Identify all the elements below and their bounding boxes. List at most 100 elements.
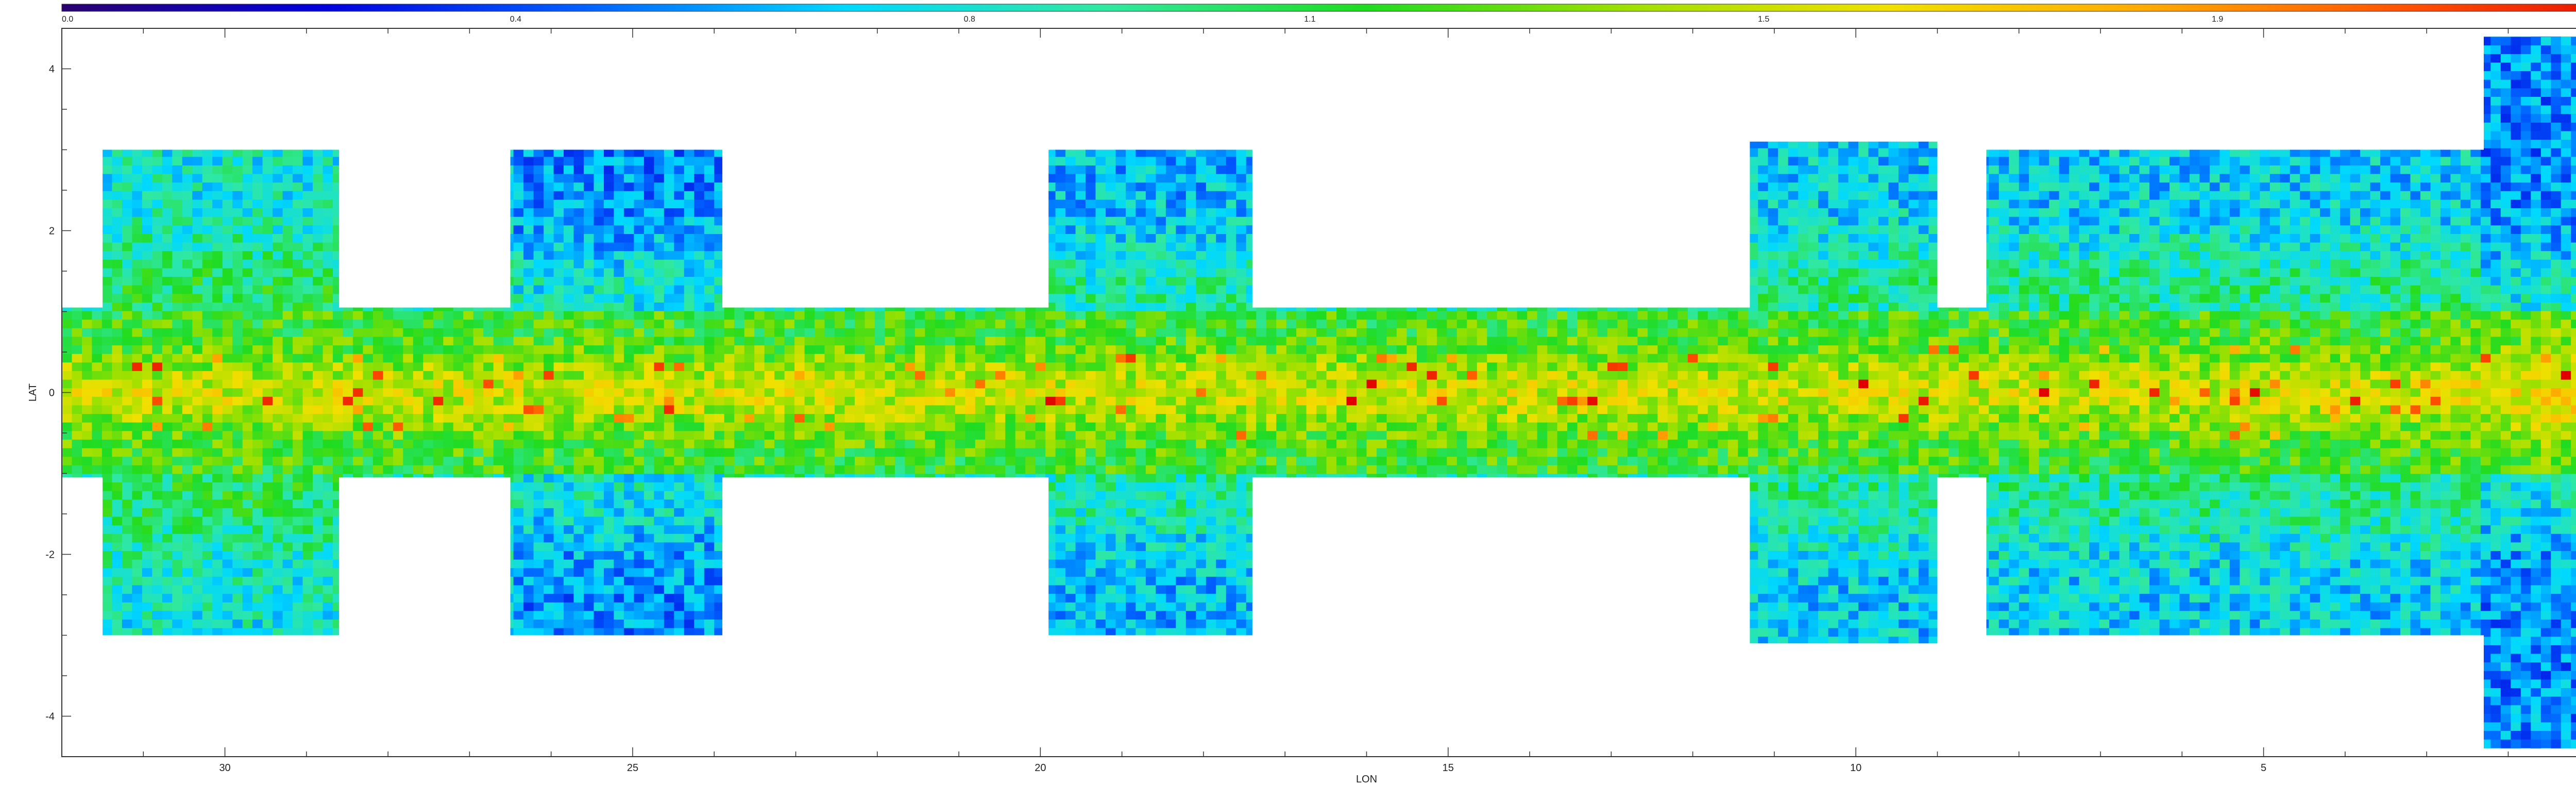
heatmap-cell (2360, 157, 2371, 166)
heatmap-cell (2229, 122, 2240, 132)
heatmap-cell (925, 88, 936, 97)
heatmap-cell (1306, 45, 1317, 55)
heatmap-cell (1989, 140, 1999, 149)
heatmap-cell (413, 37, 423, 46)
heatmap-cell (2109, 165, 2120, 175)
heatmap-cell (433, 37, 444, 46)
heatmap-cell (1878, 62, 1889, 72)
heatmap-cell (1386, 37, 1397, 46)
heatmap-cell (1396, 165, 1407, 175)
heatmap-cell (1377, 62, 1387, 72)
heatmap-cell (1878, 182, 1889, 192)
heatmap-cell (1677, 36, 1688, 38)
heatmap-cell (1497, 62, 1507, 72)
heatmap-cell (824, 79, 835, 89)
heatmap-cell (925, 37, 936, 46)
heatmap-cell (232, 36, 243, 38)
heatmap-cell (2049, 148, 2060, 157)
heatmap-cell (1657, 79, 1668, 89)
heatmap-cell (1908, 45, 1919, 55)
heatmap-cell (804, 122, 815, 132)
heatmap-cell (112, 97, 123, 106)
heatmap-cell (2380, 105, 2391, 114)
heatmap-cell (2249, 157, 2260, 166)
heatmap-cell (293, 182, 303, 192)
heatmap-cell (1858, 131, 1869, 140)
heatmap-cell (92, 79, 103, 89)
heatmap-cell (2551, 114, 2562, 123)
heatmap-cell (573, 157, 584, 166)
heatmap-cell (2159, 165, 2170, 175)
heatmap-cell (1226, 165, 1236, 175)
heatmap-cell (2410, 62, 2421, 72)
heatmap-cell (1677, 122, 1688, 132)
heatmap-cell (483, 122, 494, 132)
heatmap-cell (1095, 157, 1106, 166)
heatmap-cell (1456, 148, 1467, 157)
heatmap-cell (1948, 105, 1959, 114)
heatmap-cell (2561, 140, 2571, 149)
heatmap-cell (2249, 114, 2260, 123)
heatmap-cell (564, 45, 574, 55)
heatmap-cell (2009, 148, 2020, 157)
heatmap-cell (1436, 79, 1447, 89)
heatmap-cell (2430, 165, 2441, 175)
heatmap-cell (1357, 114, 1367, 123)
heatmap-cell (2280, 37, 2291, 46)
heatmap-cell (1908, 148, 1919, 157)
heatmap-cell (1216, 174, 1227, 183)
heatmap-cell (1547, 165, 1558, 175)
heatmap-cell (463, 54, 474, 63)
heatmap-cell (1497, 148, 1507, 157)
heatmap-cell (1095, 114, 1106, 123)
heatmap-cell (2500, 54, 2511, 63)
heatmap-cell (2531, 45, 2541, 55)
heatmap-cell (1878, 45, 1889, 55)
heatmap-cell (2280, 105, 2291, 114)
heatmap-cell (2450, 105, 2461, 114)
heatmap-cell (2059, 148, 2070, 157)
heatmap-cell (1958, 71, 1969, 80)
heatmap-cell (2500, 97, 2511, 106)
heatmap-cell (1628, 45, 1638, 55)
heatmap-cell (1687, 71, 1698, 80)
heatmap-cell (1357, 79, 1367, 89)
heatmap-cell (383, 79, 394, 89)
heatmap-cell (985, 97, 996, 106)
heatmap-cell (1557, 54, 1568, 63)
heatmap-cell (1888, 122, 1899, 132)
heatmap-cell (1527, 165, 1538, 175)
heatmap-cell (503, 148, 514, 157)
heatmap-cell (1487, 62, 1498, 72)
heatmap-cell (824, 148, 835, 157)
heatmap-cell (1748, 165, 1758, 175)
heatmap-cell (965, 165, 976, 175)
heatmap-cell (1577, 182, 1588, 192)
heatmap-cell (2490, 114, 2501, 123)
colorbar-tick-labels: 0.00.40.81.11.51.92.3 (62, 15, 2223, 24)
heatmap-cell (423, 191, 434, 200)
heatmap-cell (2249, 79, 2260, 89)
heatmap-cell (2179, 36, 2190, 38)
heatmap-cell (352, 36, 363, 38)
heatmap-cell (2420, 45, 2431, 55)
heatmap-cell (965, 71, 976, 80)
heatmap-cell (1095, 54, 1106, 63)
heatmap-cell (704, 131, 715, 140)
heatmap-cell (1176, 182, 1187, 192)
heatmap-cell (101, 114, 112, 123)
heatmap-cell (684, 140, 694, 149)
heatmap-cell (2290, 36, 2300, 38)
heatmap-cell (372, 157, 383, 166)
heatmap-cell (1236, 165, 1247, 175)
heatmap-cell (2571, 122, 2576, 132)
heatmap-cell (252, 36, 263, 38)
heatmap-cell (1768, 37, 1778, 46)
heatmap-cell (1377, 71, 1387, 80)
heatmap-cell (2350, 36, 2361, 38)
heatmap-cell (2400, 148, 2411, 157)
heatmap-cell (1537, 114, 1548, 123)
heatmap-cell (985, 182, 996, 192)
heatmap-cell (1015, 131, 1026, 140)
heatmap-cell (2269, 71, 2280, 80)
